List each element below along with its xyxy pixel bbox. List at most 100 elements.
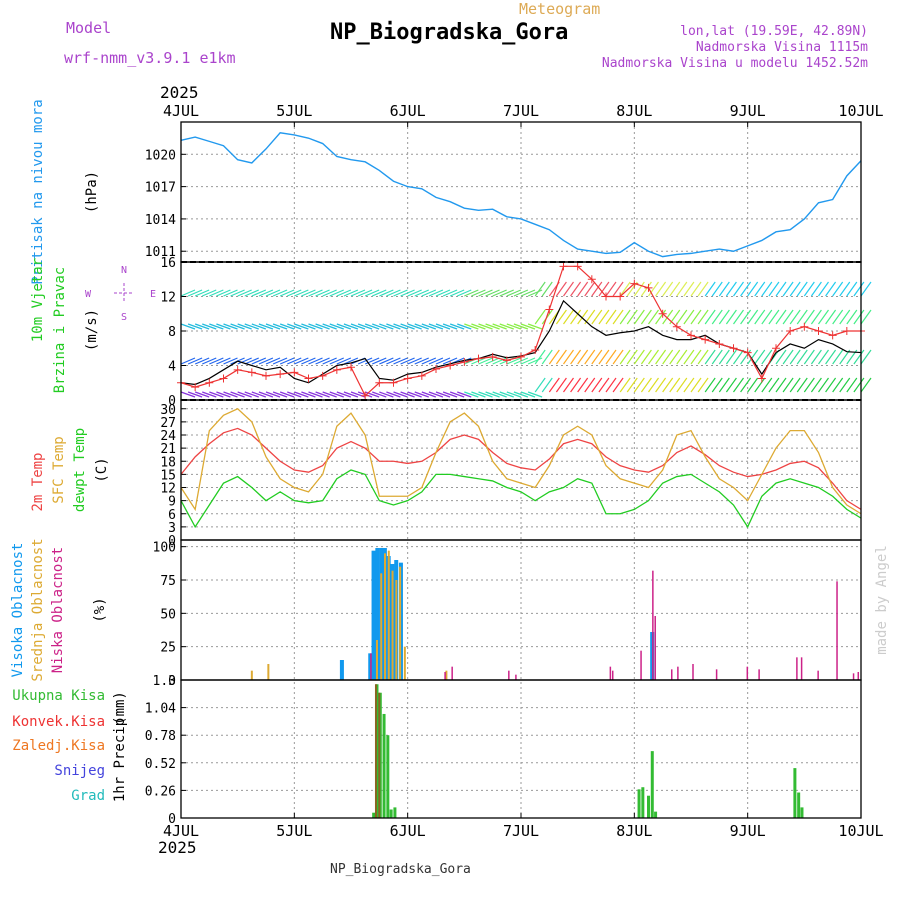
wind-arrow [711, 281, 723, 297]
temp-unit: (C) [94, 457, 110, 482]
year-top: 2025 [160, 83, 199, 102]
wind-arrow [428, 357, 444, 365]
wind-arrow [209, 289, 224, 297]
gust-marker [262, 371, 270, 380]
wind-arrow [336, 289, 352, 297]
wind-arrow [789, 281, 801, 297]
wind-arrow [527, 289, 543, 297]
wind-arrow [619, 377, 631, 393]
cloud-bar [654, 616, 656, 680]
cloud-bar [508, 670, 510, 680]
wind-arrow [265, 357, 281, 365]
wind-arrow [577, 281, 589, 297]
wind-arrow [393, 391, 408, 398]
wind-arrow [697, 377, 709, 393]
wind-arrow [315, 391, 330, 398]
wind-arrow [379, 391, 394, 398]
wind-arrow [216, 357, 231, 365]
wind-arrow [457, 391, 472, 398]
y-tick-label: 0 [168, 674, 176, 689]
gust-marker [446, 361, 455, 370]
wind-arrow [697, 281, 709, 297]
y-tick-label: 4 [168, 360, 176, 375]
precip-bar [800, 807, 804, 818]
wind-arrow [223, 357, 238, 365]
gust-marker [602, 292, 610, 301]
wind-arrow [194, 391, 210, 398]
wind-arrow [308, 289, 323, 297]
wind-arrow [386, 289, 401, 297]
wind-arrow [825, 377, 837, 393]
wind-arrow [655, 349, 667, 365]
gust-marker [502, 356, 511, 365]
wind-arrow [357, 357, 373, 365]
wind-arrow [237, 323, 252, 330]
temp-line-1 [180, 407, 862, 515]
wind-arrow [853, 309, 865, 325]
wind-arrow [747, 377, 759, 393]
wind-arrow [301, 391, 316, 398]
wind-arrow [386, 357, 401, 365]
wind-arrow [527, 323, 543, 330]
wind-arrow [209, 357, 224, 365]
wind-arrow [846, 309, 858, 325]
y-tick-label: 75 [160, 574, 176, 589]
wind-arrow [782, 281, 794, 297]
wind-arrow [860, 377, 872, 393]
wind-arrow [258, 323, 274, 330]
wind-arrow [520, 391, 536, 398]
wind-arrow [676, 377, 688, 393]
wind-arrow [534, 309, 546, 325]
wind-arrow [754, 281, 766, 297]
wind-arrow [648, 349, 659, 365]
wind-arrow [591, 349, 603, 365]
wind-arrow [251, 289, 267, 297]
wind-arrow [499, 289, 514, 297]
wind-arrow [598, 281, 610, 297]
precip-bar [793, 768, 797, 818]
wind-arrow [605, 309, 617, 325]
wind-arrow [336, 357, 352, 365]
y-tick-label: 100 [153, 541, 176, 556]
wind-arrow [775, 309, 787, 325]
wind-arrow [265, 289, 281, 297]
wind-arrow [839, 281, 851, 297]
y-tick-label: 12 [160, 482, 176, 497]
y-tick-label: 1017 [145, 181, 176, 196]
cloud-bar [399, 566, 402, 680]
precip-bar [382, 713, 386, 818]
wind-arrow [372, 357, 387, 365]
wind-arrow [336, 323, 352, 330]
wind-arrow [272, 323, 288, 330]
cloud-bar [375, 640, 378, 680]
wind-arrow [754, 377, 766, 393]
wind-arrow [570, 281, 582, 297]
wind-arrow [527, 357, 543, 365]
wind-arrow [810, 309, 822, 325]
wind-arrow [761, 281, 773, 297]
y-tick-label: 6 [168, 508, 176, 523]
y-tick-label: 16 [160, 256, 176, 271]
wind-arrow [258, 289, 274, 297]
wind-arrow [733, 281, 744, 297]
gust-marker [715, 339, 724, 348]
wind-arrow [322, 357, 337, 365]
cloud-bar [640, 650, 642, 680]
wind-arrows [180, 281, 872, 398]
y-tick-label: 0 [168, 534, 176, 549]
gust-marker [687, 331, 695, 340]
gust-marker [772, 344, 780, 353]
wind-arrow [442, 289, 458, 297]
wind-arrow [237, 289, 252, 297]
bottom-day-label: 9JUL [730, 822, 766, 840]
precip-bar [393, 807, 397, 818]
wind-arrow [662, 309, 674, 325]
y-tick-label: 9 [168, 495, 176, 510]
wind-arrow [216, 391, 231, 398]
wind-arrow [322, 323, 337, 330]
gust-marker [786, 327, 795, 335]
wind-arrow [633, 309, 645, 325]
wind-arrow [492, 323, 507, 330]
gust-marker [743, 348, 752, 357]
